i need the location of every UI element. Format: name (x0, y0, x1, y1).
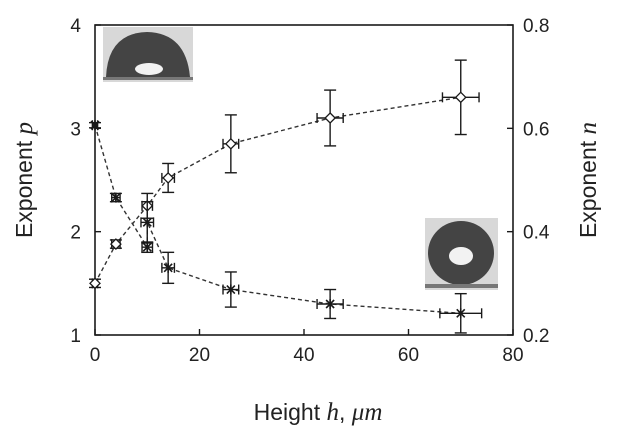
y-right-tick-label-0: 0.2 (523, 326, 549, 347)
series-0-point-3 (161, 162, 176, 194)
x-tick-label-3: 60 (398, 345, 419, 366)
series-1-point-6 (316, 288, 344, 320)
diamond-marker (224, 137, 237, 150)
y-right-tick-label-2: 0.6 (523, 119, 549, 140)
star-marker (325, 299, 335, 309)
droplet-shape (106, 32, 190, 77)
series-0-point-5 (316, 89, 344, 147)
diamond-marker (454, 91, 467, 104)
series-0-point-1 (109, 238, 122, 250)
diamond-marker (324, 112, 337, 124)
star-marker (111, 192, 121, 203)
series-0-point-0 (89, 277, 101, 290)
series-0-line (94, 96, 461, 284)
series-1-point-1 (109, 192, 122, 203)
series-1-point-5 (222, 271, 240, 308)
y-axis-left-label: Exponent p (11, 122, 38, 238)
x-tick-label-4: 80 (502, 345, 523, 366)
star-marker (226, 284, 236, 295)
series-1-point-4 (161, 251, 176, 285)
diamond-marker (162, 172, 175, 184)
x-tick-label-2: 40 (293, 345, 314, 366)
star-marker (456, 308, 466, 319)
diamond-marker (109, 238, 122, 250)
ticks-layer: 0 20 40 60 80 1 2 3 4 0.2 0.4 0.6 0.8 (70, 16, 549, 366)
y-left-tick-label-0: 1 (70, 326, 81, 347)
series-0-point-4 (222, 114, 240, 174)
substrate-line (103, 77, 193, 80)
star-marker (163, 262, 173, 273)
x-axis-label: Height h, μm (254, 399, 383, 426)
droplet-highlight (449, 247, 473, 265)
star-marker (142, 217, 152, 228)
series-1-point-7 (439, 292, 483, 334)
inset-bottom-right (425, 218, 498, 290)
series-1-point-0 (89, 120, 101, 131)
series-0-point-6 (441, 59, 480, 136)
series-marks-layer (89, 59, 483, 334)
y-left-tick-label-2: 3 (70, 119, 81, 140)
x-tick-label-0: 0 (90, 345, 101, 366)
y-axis-right-label: Exponent n (575, 122, 602, 238)
star-marker (142, 242, 152, 253)
x-tick-label-1: 20 (189, 345, 210, 366)
y-right-tick-label-3: 0.8 (523, 16, 549, 37)
y-left-tick-label-1: 2 (70, 223, 81, 244)
droplet-highlight (135, 63, 163, 75)
series-1-line (94, 125, 461, 314)
inset-top-left (103, 27, 193, 82)
y-left-tick-label-3: 4 (70, 16, 81, 37)
y-right-tick-label-1: 0.4 (523, 223, 550, 244)
substrate-line (425, 284, 498, 288)
diamond-marker (89, 277, 101, 290)
insets-layer (103, 27, 498, 290)
series-1-point-3 (140, 200, 155, 244)
